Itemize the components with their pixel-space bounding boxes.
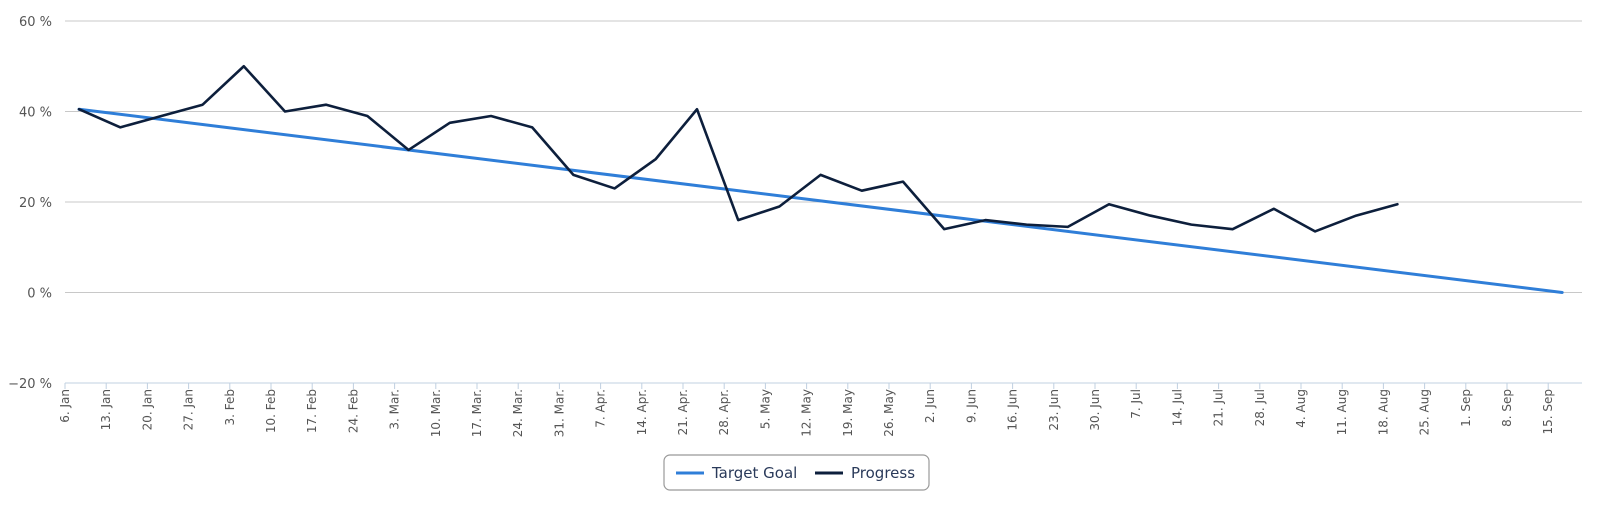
x-tick-label: 6. Jan (58, 389, 72, 423)
x-tick-label: 21. Apr. (676, 389, 690, 435)
legend: Target Goal Progress (663, 454, 930, 491)
x-tick-label: 1. Sep (1459, 389, 1473, 427)
x-tick-label: 20. Jan (140, 389, 154, 430)
y-axis-labels: 60 % 40 % 20 % 0 % −20 % (8, 15, 52, 392)
x-tick-label: 3. Mar. (388, 389, 402, 430)
series-layer (77, 64, 1564, 294)
x-tick-label: 18. Aug (1376, 389, 1390, 435)
x-tick-label: 3. Feb (223, 389, 237, 426)
x-tick-label: 7. Jul (1129, 389, 1143, 419)
x-tick-label: 28. Jul (1253, 389, 1267, 426)
x-tick-label: 5. May (758, 389, 772, 429)
x-tick-label: 26. May (882, 389, 896, 437)
x-tick-label: 25. Aug (1418, 389, 1432, 435)
x-tick-label: 10. Feb (264, 389, 278, 433)
x-tick-label: 14. Jul (1170, 389, 1184, 426)
x-tick-label: 2. Jun (923, 389, 937, 423)
x-tick-label: 17. Mar. (470, 389, 484, 437)
x-tick-label: 11. Aug (1335, 389, 1349, 435)
x-tick-label: 27. Jan (182, 389, 196, 430)
x-tick-label: 19. May (841, 389, 855, 437)
x-tick-label: 7. Apr. (594, 389, 608, 428)
y-tick-label: 0 % (27, 287, 52, 302)
x-tick-label: 8. Sep (1500, 389, 1514, 427)
x-tick-label: 14. Apr. (635, 389, 649, 435)
y-tick-label: 20 % (19, 196, 52, 211)
x-tick-label: 9. Jun (964, 389, 978, 423)
series-line-target-goal[interactable] (77, 107, 1564, 294)
x-tick-label: 31. Mar. (552, 389, 566, 437)
series-line-progress[interactable] (77, 64, 1399, 233)
x-tick-label: 28. Apr. (717, 389, 731, 435)
legend-label-progress[interactable]: Progress (851, 464, 915, 482)
x-tick-label: 16. Jun (1006, 389, 1020, 431)
x-tick-label: 12. May (800, 389, 814, 437)
x-tick-label: 4. Aug (1294, 389, 1308, 428)
x-tick-label: 24. Mar. (511, 389, 525, 437)
x-tick-label: 17. Feb (305, 389, 319, 433)
x-tick-label: 21. Jul (1212, 389, 1226, 426)
x-tick-label: 23. Jun (1047, 389, 1061, 431)
x-tick-label: 30. Jun (1088, 389, 1102, 431)
legend-label-target-goal[interactable]: Target Goal (711, 464, 797, 482)
legend-box (663, 454, 930, 491)
y-tick-label: 60 % (19, 15, 52, 30)
x-axis-labels: 6. Jan 13. Jan 20. Jan 27. Jan 3. Feb 10. Feb… (58, 383, 1555, 437)
x-tick-label: 24. Feb (346, 389, 360, 433)
x-tick-label: 13. Jan (99, 389, 113, 430)
y-tick-label: 40 % (19, 106, 52, 121)
y-tick-label: −20 % (8, 377, 52, 392)
x-tick-label: 15. Sep (1541, 389, 1555, 435)
x-tick-label: 10. Mar. (429, 389, 443, 437)
